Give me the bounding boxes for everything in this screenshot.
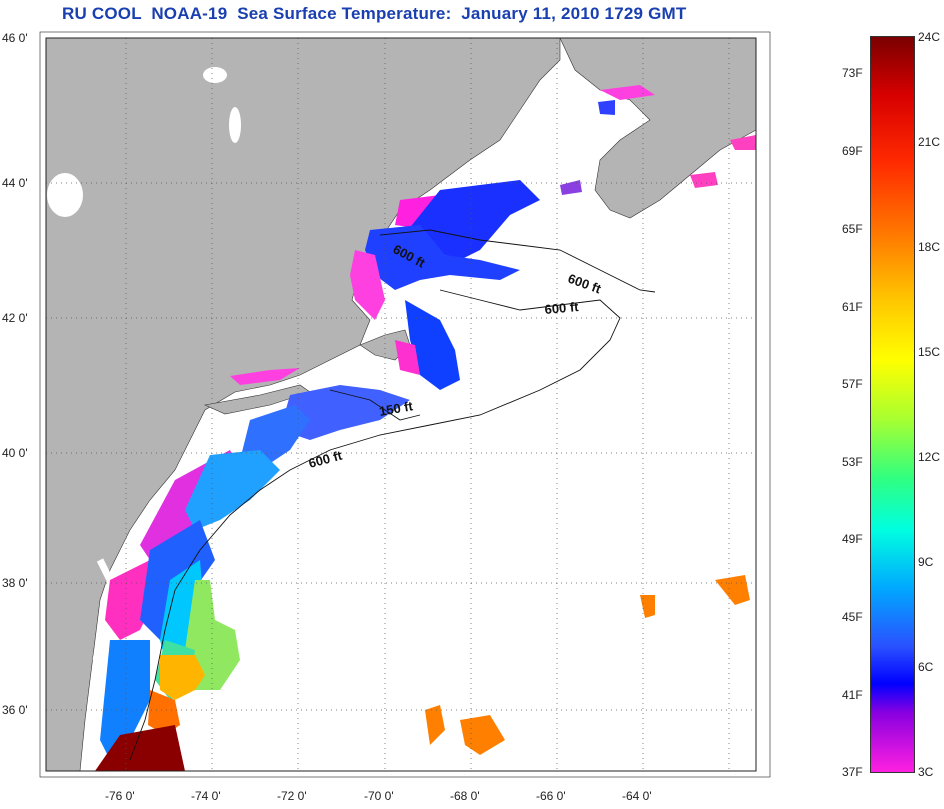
colorbar-f-label: 69F (842, 144, 863, 158)
colorbar-f-label: 61F (842, 300, 863, 314)
sst-patches (95, 85, 756, 771)
colorbar-f-label: 53F (842, 455, 863, 469)
lat-label: 40 0' (2, 446, 28, 460)
colorbar-c-label: 9C (918, 555, 934, 569)
lon-label: -74 0' (191, 789, 221, 803)
colorbar-f-label: 73F (842, 66, 863, 80)
lon-label: -70 0' (364, 789, 394, 803)
map-frame (45, 37, 757, 772)
lon-label: -72 0' (277, 789, 307, 803)
colorbar-c-label: 3C (918, 765, 934, 779)
colorbar-f-label: 41F (842, 688, 863, 702)
map-title: RU COOL NOAA-19 Sea Surface Temperature:… (62, 4, 687, 23)
colorbar-c-label: 24C (918, 30, 941, 44)
land-mainland (45, 37, 561, 772)
colorbar-f-label: 45F (842, 610, 863, 624)
lat-label: 44 0' (2, 176, 28, 190)
colorbar-c-label: 15C (918, 345, 941, 359)
lake (229, 107, 241, 143)
temperature-colorbar (870, 36, 915, 773)
contour-label: 150 ft (378, 398, 415, 419)
outer-frame (39, 31, 771, 778)
lake (47, 173, 83, 217)
lon-label: -68 0' (450, 789, 480, 803)
lat-label: 42 0' (2, 311, 28, 325)
colorbar-f-label: 37F (842, 765, 863, 779)
chesapeake-bay (92, 558, 114, 661)
colorbar-f-label: 57F (842, 377, 863, 391)
lake (203, 67, 227, 83)
lon-label: -64 0' (622, 789, 652, 803)
lat-label: 46 0' (2, 31, 28, 45)
lat-label: 38 0' (2, 576, 28, 590)
colorbar-c-label: 12C (918, 450, 941, 464)
colorbar-f-label: 49F (842, 532, 863, 546)
lat-label: 36 0' (2, 703, 28, 717)
bathymetry-contours (129, 229, 656, 761)
contour-label: 600 ft (544, 299, 580, 317)
colorbar-c-label: 21C (918, 135, 941, 149)
lon-label: -76 0' (105, 789, 135, 803)
colorbar-c-label: 18C (918, 240, 941, 254)
graticule (46, 38, 756, 771)
lon-label: -66 0' (536, 789, 566, 803)
colorbar-f-label: 65F (842, 222, 863, 236)
colorbar-c-label: 6C (918, 660, 934, 674)
